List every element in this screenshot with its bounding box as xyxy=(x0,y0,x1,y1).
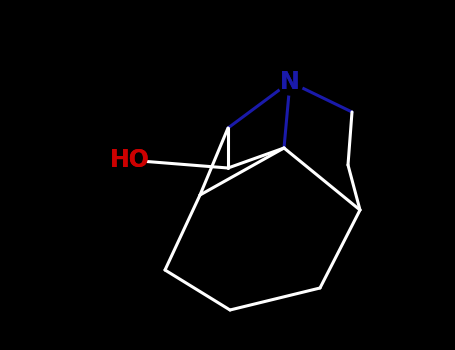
Text: N: N xyxy=(280,70,300,94)
Text: HO: HO xyxy=(110,148,150,172)
Text: HO: HO xyxy=(110,148,150,172)
Text: N: N xyxy=(280,70,300,94)
